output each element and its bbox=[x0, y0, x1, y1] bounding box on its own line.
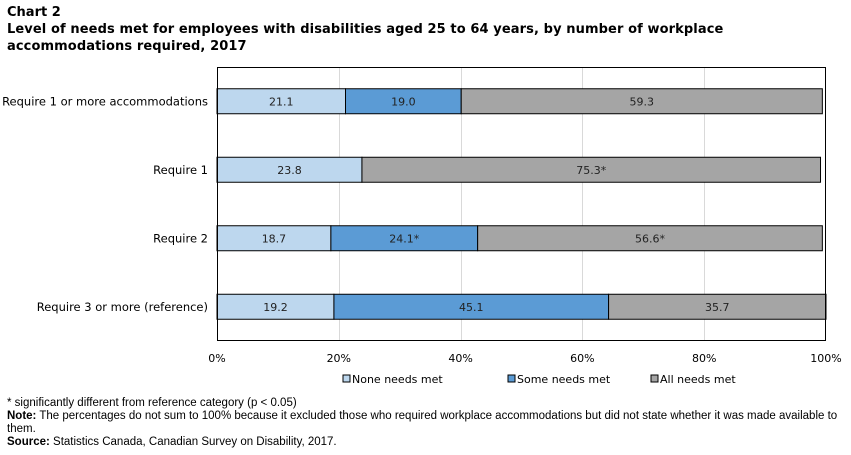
footnotes: * significantly different from reference… bbox=[7, 397, 847, 449]
category-label: Require 2 bbox=[153, 231, 208, 245]
data-label: 18.7 bbox=[262, 232, 287, 245]
legend-label: Some needs met bbox=[517, 373, 611, 386]
source-label: Source: bbox=[7, 436, 50, 448]
data-label: 35.7 bbox=[705, 301, 730, 314]
stacked-bar-chart: Require 1 or more accommodations 21.1 19.0… bbox=[2, 67, 842, 386]
legend-swatch bbox=[650, 374, 659, 383]
data-label: 56.6* bbox=[635, 232, 665, 245]
chart-title-line-2: accommodations required, 2017 bbox=[7, 39, 247, 54]
legend-swatch bbox=[507, 374, 516, 383]
note: Note: The percentages do not sum to 100%… bbox=[7, 410, 847, 436]
note-text: The percentages do not sum to 100% becau… bbox=[7, 410, 838, 435]
data-label: 23.8 bbox=[277, 164, 302, 177]
source: Source: Statistics Canada, Canadian Surv… bbox=[7, 436, 847, 449]
bar-all-needs-met bbox=[477, 225, 823, 252]
data-label: 21.1 bbox=[269, 95, 294, 108]
data-label: 19.0 bbox=[391, 95, 416, 108]
bar-all-needs-met bbox=[361, 156, 822, 183]
x-tick-label: 60% bbox=[570, 352, 594, 365]
chart-title-line-1: Level of needs met for employees with di… bbox=[7, 22, 724, 37]
category-label: Require 1 or more accommodations bbox=[2, 94, 208, 108]
data-label: 75.3* bbox=[576, 164, 606, 177]
legend-swatch bbox=[342, 374, 351, 383]
bar-all-needs-met bbox=[608, 293, 827, 320]
x-tick-label: 80% bbox=[692, 352, 716, 365]
legend-label: All needs met bbox=[660, 373, 736, 386]
x-tick-label: 100% bbox=[810, 352, 841, 365]
bar-none-needs-met bbox=[216, 225, 332, 252]
category-label: Require 3 or more (reference) bbox=[37, 300, 208, 314]
note-label: Note: bbox=[7, 410, 37, 422]
chart-number: Chart 2 bbox=[7, 5, 61, 20]
x-tick-label: 0% bbox=[208, 352, 225, 365]
legend-label: None needs met bbox=[352, 373, 443, 386]
bar-all-needs-met bbox=[460, 88, 823, 115]
data-label: 45.1 bbox=[459, 301, 484, 314]
bar-some-needs-met bbox=[330, 225, 479, 252]
category-label: Require 1 bbox=[153, 163, 208, 177]
source-text: Statistics Canada, Canadian Survey on Di… bbox=[49, 436, 337, 448]
x-tick-label: 20% bbox=[327, 352, 351, 365]
data-label: 59.3 bbox=[630, 95, 655, 108]
data-label: 19.2 bbox=[263, 301, 288, 314]
bar-none-needs-met bbox=[216, 88, 346, 115]
bar-none-needs-met bbox=[216, 156, 363, 183]
significance-note: * significantly different from reference… bbox=[7, 397, 297, 409]
bar-some-needs-met bbox=[333, 293, 610, 320]
plot-border bbox=[217, 67, 826, 341]
data-label: 24.1* bbox=[389, 232, 419, 245]
bar-none-needs-met bbox=[216, 293, 335, 320]
bar-some-needs-met bbox=[344, 88, 462, 115]
x-tick-label: 40% bbox=[448, 352, 472, 365]
